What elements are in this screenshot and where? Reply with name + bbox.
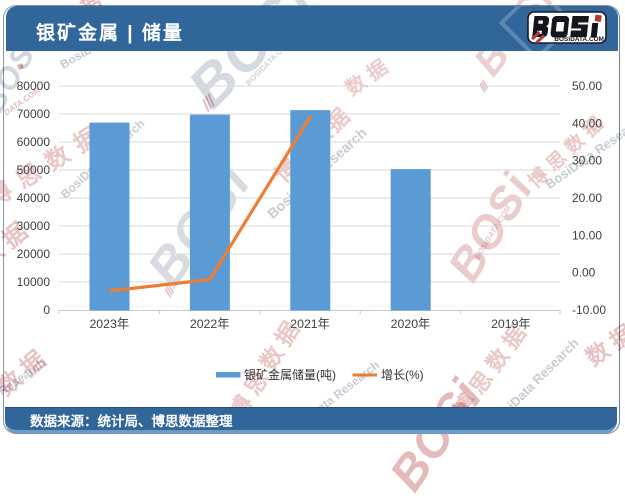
svg-text:BOSIDATA.COM: BOSIDATA.COM: [554, 36, 604, 43]
svg-text:50000: 50000: [17, 163, 51, 177]
svg-text:40000: 40000: [17, 191, 51, 205]
svg-text:银矿金属储量(吨): 银矿金属储量(吨): [244, 367, 336, 382]
svg-text:0: 0: [43, 303, 50, 317]
svg-text:60000: 60000: [17, 135, 51, 149]
svg-text:30000: 30000: [17, 219, 51, 233]
svg-text:10.00: 10.00: [572, 228, 602, 242]
svg-text:70000: 70000: [17, 107, 51, 121]
svg-text:30.00: 30.00: [572, 154, 602, 168]
svg-text:2022年: 2022年: [190, 317, 230, 331]
svg-text:2020年: 2020年: [391, 317, 431, 331]
svg-text:增长(%): 增长(%): [381, 368, 424, 382]
svg-text:50.00: 50.00: [572, 79, 602, 93]
svg-text:2021年: 2021年: [290, 317, 330, 331]
svg-text:80000: 80000: [17, 79, 51, 93]
svg-text:20.00: 20.00: [572, 191, 602, 205]
svg-text:40.00: 40.00: [572, 116, 602, 130]
svg-text:20000: 20000: [17, 247, 51, 261]
svg-text:0.00: 0.00: [572, 266, 596, 280]
svg-text:2019年: 2019年: [491, 317, 531, 331]
svg-text:2023年: 2023年: [89, 317, 129, 331]
svg-text:-10.00: -10.00: [572, 303, 606, 317]
svg-text:10000: 10000: [17, 275, 51, 289]
